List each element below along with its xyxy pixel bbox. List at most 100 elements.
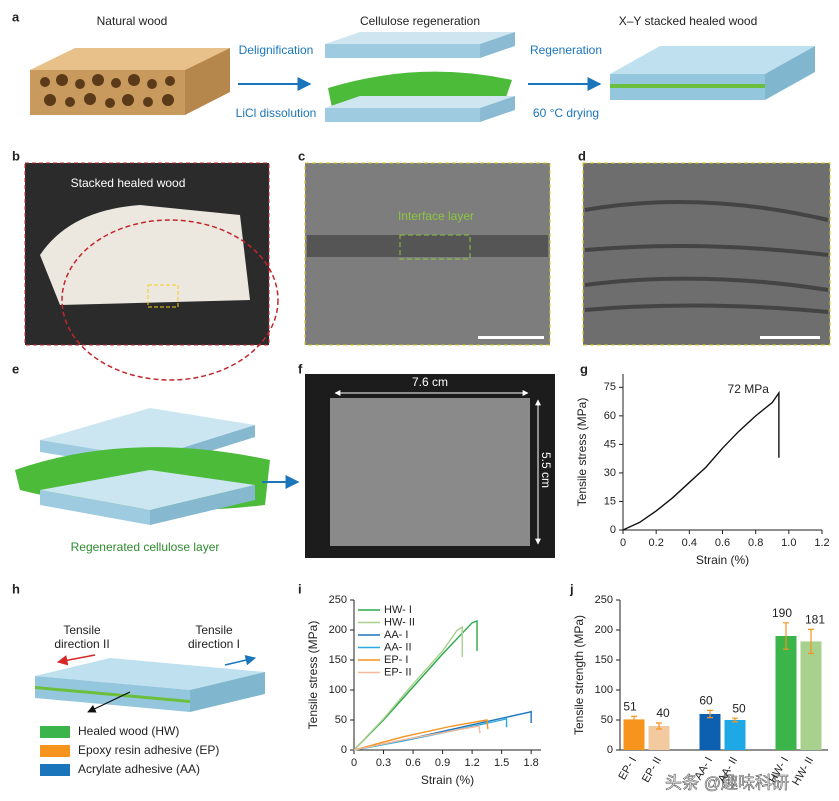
caption: Stacked healed wood [71, 176, 186, 190]
legend-swatch [40, 764, 70, 776]
legend-label: Healed wood (HW) [78, 724, 179, 738]
arrow [87, 691, 131, 713]
direction-label: direction II [54, 637, 109, 651]
error-bar [783, 622, 789, 650]
legend-label: EP- II [384, 666, 412, 678]
step-title: X–Y stacked healed wood [619, 14, 758, 28]
x-tick-label: 1.2 [464, 757, 479, 769]
slab [40, 408, 255, 458]
x-axis-label: Strain (%) [421, 773, 474, 787]
slab [190, 672, 265, 712]
y-tick-label: 250 [329, 594, 347, 606]
healed-layer [35, 686, 190, 703]
wood-pores [40, 74, 175, 108]
slab [325, 96, 515, 108]
y-tick-label: 75 [604, 381, 616, 393]
film [330, 398, 530, 546]
y-tick-label: 30 [604, 467, 616, 479]
caption: Interface layer [398, 209, 474, 223]
slab [40, 470, 255, 510]
y-tick-label: 150 [329, 654, 347, 666]
error-bar [707, 709, 713, 719]
y-tick-label: 50 [335, 714, 347, 726]
scale-bar [478, 336, 544, 339]
slab [150, 485, 255, 525]
sample [40, 205, 250, 305]
x-tick-label: 0.2 [649, 537, 664, 549]
zoom-box [399, 234, 471, 260]
value-label: 40 [656, 706, 670, 720]
slab [325, 32, 515, 44]
x-tick-label: EP- I [616, 755, 639, 782]
slab [325, 44, 480, 58]
bar [775, 636, 797, 750]
dimension-label: 7.6 cm [412, 375, 448, 389]
legend-swatch [40, 745, 70, 757]
legend-label: AA- I [384, 629, 408, 641]
panel-d: d [578, 148, 831, 346]
panel-label: b [12, 148, 20, 163]
y-axis-label: Tensile strength (MPa) [572, 615, 586, 735]
legend-label: AA- II [384, 641, 412, 653]
annotation: 72 MPa [728, 382, 770, 396]
direction-label: direction I [188, 637, 240, 651]
healed-front [610, 88, 765, 100]
error-bar [656, 722, 662, 730]
x-tick-label: 0.6 [405, 757, 420, 769]
panel-label: j [569, 581, 574, 596]
value-label: 50 [732, 701, 746, 715]
sem-image [582, 162, 831, 346]
x-tick-label: 1.8 [524, 757, 539, 769]
legend-swatch [40, 726, 70, 738]
y-tick-label: 45 [604, 438, 616, 450]
y-tick-label: 100 [329, 684, 347, 696]
zoom-circle [61, 219, 279, 381]
x-axis-label: Strain (%) [696, 553, 749, 567]
value-label: 60 [699, 694, 713, 708]
watermark: 头条 @趣味科研 [665, 773, 789, 792]
panel-f: f 7.6 cm 5.5 cm [298, 361, 555, 558]
error-bar [631, 715, 637, 723]
slab [480, 32, 515, 58]
bar [699, 714, 721, 750]
direction-label: Tensile [195, 623, 233, 637]
legend-label: EP- I [384, 654, 408, 666]
series-line [353, 619, 478, 751]
legend-label: HW- I [384, 604, 412, 616]
arrow-text: LiCl dissolution [236, 106, 317, 120]
wood-top [30, 48, 230, 70]
y-tick-label: 60 [604, 410, 616, 422]
panel-c: c Interface layer [298, 148, 551, 346]
y-axis-label: Tensile stress (MPa) [306, 621, 320, 730]
x-tick-label: EP- II [640, 755, 664, 785]
caption: Regenerated cellulose layer [71, 540, 220, 554]
x-tick-label: 0.3 [376, 757, 391, 769]
value-label: 181 [805, 613, 825, 627]
panel-label: a [12, 9, 20, 24]
legend-label: HW- II [384, 616, 415, 628]
panel-a: a Natural wood Cellulose regeneration X–… [12, 9, 815, 122]
healed-top [610, 46, 815, 74]
panel-e: e Regenerated cellulose layer [12, 361, 300, 554]
panel-label: h [12, 581, 20, 596]
step-title: Cellulose regeneration [360, 14, 480, 28]
sem-texture [584, 200, 829, 314]
x-tick-label: 0.6 [715, 537, 730, 549]
y-tick-label: 200 [595, 624, 613, 636]
scale-bar [760, 336, 820, 339]
bar [800, 641, 822, 750]
panel-label: d [578, 148, 586, 163]
x-tick-label: 0 [351, 757, 357, 769]
value-label: 190 [772, 606, 792, 620]
panel-label: f [298, 361, 303, 376]
interface-band [307, 235, 548, 257]
y-tick-label: 15 [604, 495, 616, 507]
panel-label: c [298, 148, 305, 163]
series-line [353, 625, 463, 751]
y-tick-label: 0 [610, 524, 616, 536]
arrow [56, 654, 96, 666]
dimension-label: 5.5 cm [539, 452, 553, 488]
error-bar [732, 717, 738, 723]
x-tick-label: 0.4 [682, 537, 697, 549]
